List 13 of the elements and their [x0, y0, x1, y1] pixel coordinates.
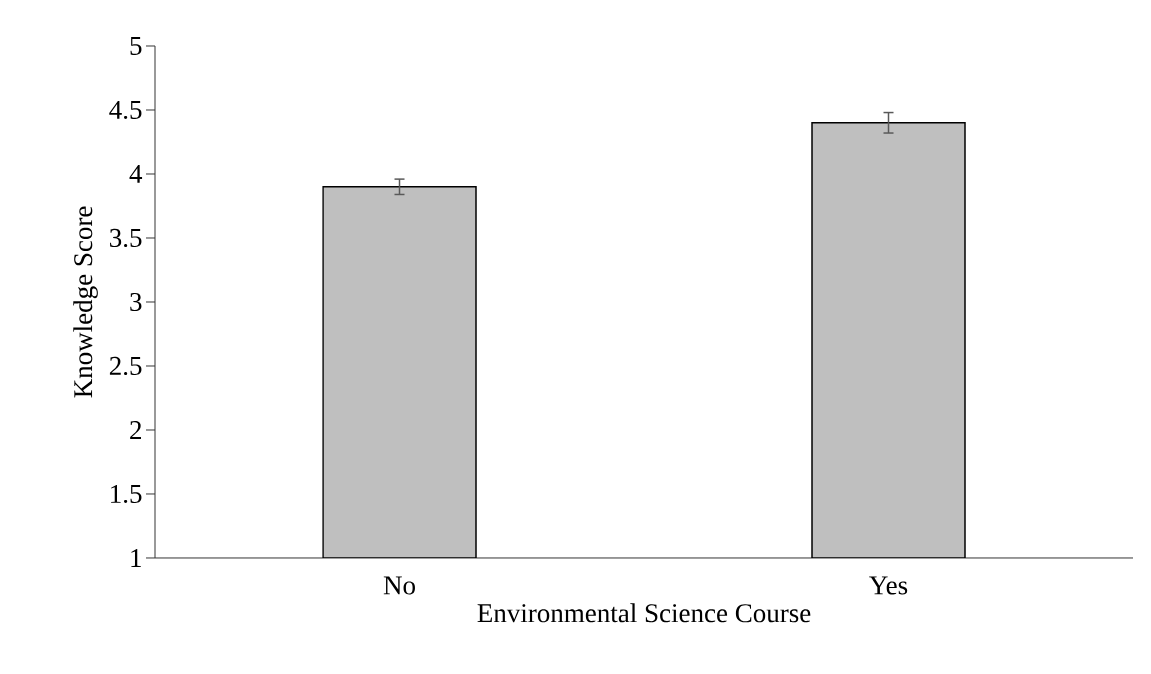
- y-tick-label: 5: [130, 37, 142, 55]
- y-tick-label: 3.5: [110, 228, 142, 248]
- y-tick-label: 1: [131, 549, 141, 567]
- y-tick-label: 3: [130, 292, 142, 312]
- y-tick-label: 2: [130, 421, 141, 439]
- y-tick-label: 4.5: [109, 100, 142, 120]
- x-axis-title: Environmental Science Course: [477, 603, 811, 623]
- y-tick-label: 1.5: [111, 484, 142, 504]
- y-axis-title: Knowledge Score: [73, 206, 98, 398]
- y-tick-label: 4: [129, 165, 143, 183]
- x-tick-label: No: [383, 576, 415, 595]
- y-tick-label: 2.5: [109, 356, 142, 376]
- x-tick-label: Yes: [869, 576, 908, 595]
